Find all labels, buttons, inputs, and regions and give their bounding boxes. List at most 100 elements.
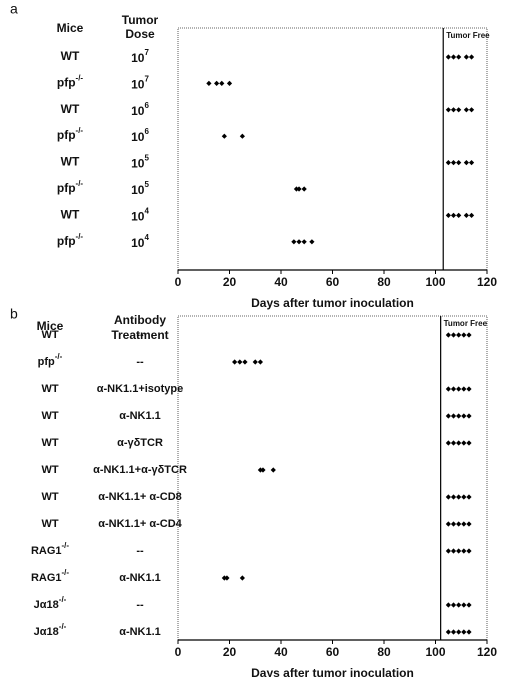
- group-text: α-NK1.1+isotype: [97, 383, 184, 395]
- zone-label: Tumor Free: [444, 319, 488, 328]
- group-label: --: [136, 329, 144, 341]
- x-axis-label: Days after tumor inoculation: [251, 296, 414, 310]
- mouse-name: pfp: [57, 76, 76, 90]
- group-exponent: 6: [144, 127, 149, 136]
- mouse-genotype: -/-: [76, 74, 84, 83]
- mouse-name: WT: [61, 102, 80, 116]
- mouse-label: RAG1-/-: [31, 541, 69, 557]
- group-text: --: [136, 356, 144, 368]
- group-label: --: [136, 599, 144, 611]
- group-exponent: 6: [144, 101, 149, 110]
- dot: [226, 80, 233, 86]
- group-text: 10: [131, 183, 145, 197]
- dot: [445, 494, 451, 500]
- mouse-genotype: -/-: [55, 352, 63, 361]
- dot: [296, 186, 302, 192]
- dot: [456, 440, 462, 446]
- dot: [445, 548, 451, 554]
- group-label: 105: [131, 180, 149, 197]
- dot: [260, 467, 266, 473]
- dot: [468, 212, 475, 218]
- group-label: α-NK1.1: [119, 410, 161, 422]
- dot: [445, 413, 451, 419]
- group-exponent: 4: [144, 233, 149, 242]
- mouse-name: pfp: [57, 181, 76, 195]
- dot: [301, 239, 307, 245]
- mouse-genotype: -/-: [76, 179, 84, 188]
- group-label: 106: [131, 101, 149, 118]
- dot: [445, 212, 451, 218]
- mouse-label: WT: [41, 491, 58, 503]
- mouse-label: WT: [41, 518, 58, 530]
- mouse-genotype: -/-: [76, 232, 84, 241]
- dot: [291, 239, 297, 245]
- dot: [463, 107, 469, 113]
- dot: [456, 521, 462, 527]
- dot: [309, 239, 315, 245]
- dot: [450, 521, 457, 527]
- mouse-label: WT: [41, 437, 58, 449]
- dot: [239, 575, 245, 581]
- group-exponent: 5: [144, 180, 149, 189]
- dot: [463, 160, 469, 166]
- group-header: Treatment: [111, 328, 168, 342]
- group-label: --: [136, 356, 144, 368]
- mouse-label: WT: [61, 155, 80, 169]
- group-text: 10: [131, 51, 145, 65]
- dot: [445, 521, 451, 527]
- dot: [445, 602, 451, 608]
- mouse-name: WT: [61, 155, 80, 169]
- mouse-label: WT: [41, 329, 58, 341]
- x-tick-label: 100: [425, 645, 445, 659]
- group-text: α-NK1.1+ α-CD8: [98, 491, 182, 503]
- group-header: Antibody: [114, 313, 166, 327]
- mouse-genotype: -/-: [76, 126, 84, 135]
- group-text: --: [136, 329, 144, 341]
- group-text: 10: [131, 236, 145, 250]
- mouse-genotype: -/-: [62, 541, 70, 550]
- group-text: 10: [131, 130, 145, 144]
- mouse-name: Jα18: [34, 626, 59, 638]
- dot: [466, 602, 472, 608]
- mouse-label: RAG1-/-: [31, 568, 69, 584]
- dot: [463, 54, 469, 60]
- group-label: 107: [131, 48, 149, 65]
- dot: [445, 629, 451, 635]
- group-label: α-NK1.1+α-γδTCR: [93, 464, 187, 476]
- dot: [456, 413, 462, 419]
- dot: [450, 54, 457, 60]
- group-label: α-NK1.1: [119, 626, 161, 638]
- mouse-label: WT: [41, 464, 58, 476]
- mouse-genotype: -/-: [62, 568, 70, 577]
- dot: [239, 133, 245, 139]
- group-header: Tumor: [122, 13, 159, 27]
- dot: [214, 80, 220, 86]
- dot: [461, 548, 467, 554]
- mouse-name: WT: [41, 410, 58, 422]
- mouse-name: pfp: [57, 128, 76, 142]
- dot: [445, 107, 451, 113]
- mouse-label: pfp-/-: [57, 232, 84, 248]
- mouse-name: RAG1: [31, 545, 62, 557]
- group-text: --: [136, 599, 144, 611]
- x-tick-label: 0: [175, 645, 182, 659]
- dot: [456, 332, 462, 338]
- mouse-name: Jα18: [34, 599, 59, 611]
- group-text: α-γδTCR: [117, 437, 163, 449]
- mouse-name: WT: [41, 518, 58, 530]
- dot: [450, 629, 457, 635]
- mouse-name: WT: [41, 329, 58, 341]
- x-tick-label: 120: [477, 275, 497, 289]
- dot: [461, 386, 467, 392]
- mouse-genotype: -/-: [59, 622, 67, 631]
- x-tick-label: 80: [377, 275, 391, 289]
- mouse-name: RAG1: [31, 572, 62, 584]
- x-tick-label: 60: [326, 645, 340, 659]
- dot: [257, 359, 263, 365]
- x-tick-label: 40: [274, 645, 288, 659]
- dot: [450, 386, 457, 392]
- group-label: 107: [131, 75, 149, 92]
- mouse-label: WT: [61, 102, 80, 116]
- x-tick-label: 20: [223, 275, 237, 289]
